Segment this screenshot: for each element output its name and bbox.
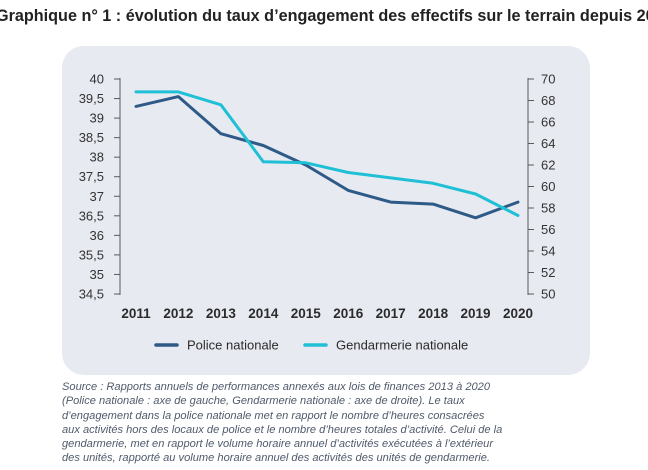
source-note: Source : Rapports annuels de performance… [62,380,592,466]
legend: Police nationale Gendarmerie nationale [154,338,468,353]
source-note-line: Source : Rapports annuels de performance… [62,381,491,393]
right-tick-label: 52 [541,265,555,280]
left-tick-label: 37 [90,189,104,204]
chart-panel [62,46,590,375]
left-tick-label: 38,5 [79,130,104,145]
x-tick-label: 2012 [163,306,193,321]
source-note-line: d’engagement dans la police nationale me… [62,409,485,422]
right-tick-label: 68 [541,93,555,108]
x-tick-label: 2019 [461,306,491,321]
x-tick-label: 2014 [248,306,279,321]
right-tick-label: 54 [541,244,555,259]
series-lines [134,90,520,220]
source-note-line: des unités, rapporté au volume horaire a… [62,452,490,465]
left-axis: 34,5 35 35,5 36 36,5 37 37,5 38 38,5 39 39,5 40 [79,72,120,302]
x-tick-label: 2020 [503,306,533,321]
x-tick-label: 2011 [121,306,151,321]
left-tick-label: 39,5 [79,91,104,106]
chart-title: Graphique n° 1 : évolution du taux d’eng… [0,7,648,25]
left-tick-label: 39 [90,111,104,126]
right-tick-label: 62 [541,158,555,173]
x-tick-label: 2015 [291,306,322,321]
source-note-line: (Police nationale : axe de gauche, Genda… [62,395,465,408]
x-tick-label: 2017 [376,306,406,321]
x-axis: 2011 2012 2013 2014 2015 2016 2017 2018 2019 2020 [121,306,533,321]
right-tick-label: 56 [541,222,555,237]
source-note-line: aux activités hors des locaux de police … [62,423,503,436]
left-tick-label: 36,5 [79,208,104,223]
right-tick-label: 58 [541,201,555,216]
x-tick-label: 2016 [333,306,364,321]
right-tick-label: 66 [541,115,555,130]
source-note-line: gendarmerie, met en rapport le volume ho… [62,438,494,451]
x-tick-label: 2018 [418,306,449,321]
series-line-gendarmerie-nationale [134,90,520,217]
x-tick-label: 2013 [206,306,237,321]
left-tick-label: 40 [90,72,104,87]
left-tick-label: 38 [90,150,104,165]
left-tick-label: 34,5 [79,287,104,302]
left-tick-label: 36 [90,228,104,243]
left-tick-label: 37,5 [79,169,104,184]
left-tick-label: 35 [90,267,104,282]
right-tick-label: 50 [541,287,555,302]
series-line-police-nationale [134,95,520,220]
right-axis: 50 52 54 56 58 60 62 64 66 68 70 [528,72,555,302]
left-tick-label: 35,5 [79,247,104,262]
legend-label: Gendarmerie nationale [336,338,468,353]
legend-label: Police nationale [187,338,279,353]
right-tick-label: 60 [541,179,555,194]
right-tick-label: 70 [541,72,555,87]
right-tick-label: 64 [541,136,555,151]
